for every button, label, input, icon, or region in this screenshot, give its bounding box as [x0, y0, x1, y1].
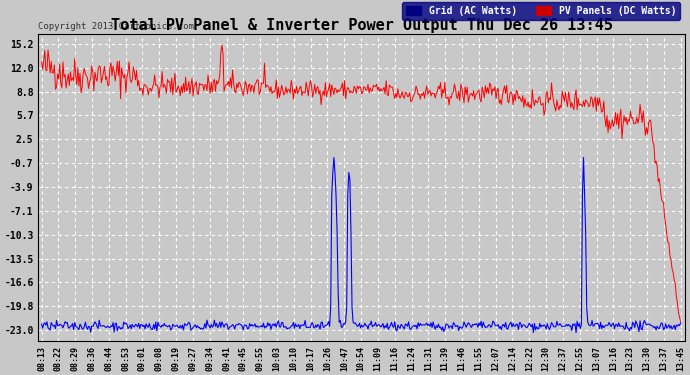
Text: Copyright 2013 Cartronics.com: Copyright 2013 Cartronics.com — [39, 22, 195, 31]
Legend: Grid (AC Watts), PV Panels (DC Watts): Grid (AC Watts), PV Panels (DC Watts) — [402, 2, 680, 20]
Title: Total PV Panel & Inverter Power Output Thu Dec 26 13:45: Total PV Panel & Inverter Power Output T… — [110, 18, 613, 33]
